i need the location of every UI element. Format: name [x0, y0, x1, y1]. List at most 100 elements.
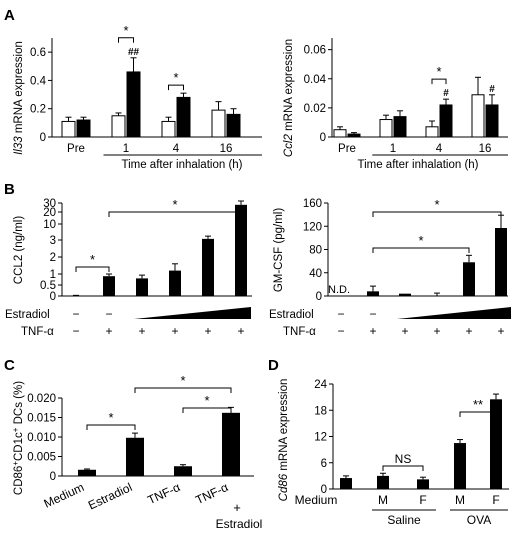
- B2-tnf-sign: −: [337, 324, 344, 338]
- D-bracket: [459, 411, 497, 417]
- b2-plot: 0 40 80 120 160 − + + + + + − − N.D. * *: [303, 197, 511, 338]
- A1-bar: [111, 115, 126, 138]
- B2-bracket: [372, 247, 470, 253]
- A2-x-tick-label: 1: [390, 143, 396, 155]
- A1-y-tick-label: 0: [40, 132, 46, 144]
- A2-bar: [347, 133, 361, 138]
- B2-y-tick-label: 80: [309, 245, 322, 257]
- D-bracket-label: **: [473, 397, 483, 412]
- A1-y-tick-label: 0.2: [30, 104, 46, 116]
- B2-estradiol-ramp: [397, 307, 511, 319]
- C-y-tick-label: 0: [50, 471, 56, 483]
- A2-x-tick-label: Pre: [338, 143, 356, 155]
- D-x-tick-label: Medium: [295, 493, 338, 507]
- A2-y-tick-label: 0.06: [304, 45, 326, 57]
- b2-y-axis-label: GM-CSF (pg/ml): [273, 208, 285, 293]
- B1-y-tick-label: 0: [50, 291, 56, 303]
- B1-bracket-label: *: [90, 252, 95, 267]
- A2-bar: [439, 104, 453, 138]
- C-y-tick-label: 0.010: [27, 432, 56, 444]
- B1-tnf-sign: +: [237, 324, 244, 338]
- D-group-label: OVA: [467, 513, 491, 527]
- A1-bar: [226, 113, 241, 138]
- A1-bar: [61, 120, 76, 138]
- d-plot: 0 6 12 18 24 Medium M F M F Saline OVA NS **: [295, 379, 509, 527]
- A1-bracket: [168, 84, 184, 91]
- C-bracket: [134, 387, 232, 393]
- D-bar: [490, 399, 502, 489]
- B1-tnf-sign: +: [105, 324, 112, 338]
- a2-y-axis-label: Ccl2 mRNA expression: [283, 39, 295, 157]
- D-x-tick-label: F: [419, 493, 426, 507]
- D-y-tick-label: 24: [314, 379, 327, 391]
- B1-bar: [169, 270, 181, 296]
- a2-x-axis-label: Time after inhalation (h): [357, 159, 478, 171]
- B2-tnf-sign: +: [369, 324, 376, 338]
- B1-bar: [136, 278, 148, 296]
- chart-a2: Ccl2 mRNA expression Time after inhalati…: [283, 38, 508, 171]
- C-bar: [174, 466, 192, 476]
- A1-bracket: [118, 37, 134, 43]
- A1-x-tick-label: 4: [173, 143, 180, 155]
- B2-y-tick-label: 120: [303, 221, 322, 233]
- A2-bar: [485, 104, 499, 138]
- panel-label-a: A: [4, 7, 15, 24]
- a1-y-axis-label: Il33 mRNA expression: [13, 41, 25, 155]
- B2-bar: [399, 293, 411, 296]
- b2-tnf-label: TNF-α: [283, 326, 316, 338]
- D-bar: [340, 478, 352, 489]
- B2-y-tick-label: 160: [303, 198, 322, 210]
- A2-bar: [393, 116, 407, 138]
- A1-bar: [161, 120, 176, 138]
- C-x-tick-label: Medium: [42, 480, 87, 511]
- D-y-tick-label: 12: [314, 432, 327, 444]
- D-group-label: Saline: [387, 513, 421, 527]
- panel-label-d: D: [268, 357, 279, 374]
- C-x-tick-label: TNF-α: [193, 480, 230, 507]
- C-y-tick-label: 0.005: [27, 452, 56, 464]
- B1-bracket-label: *: [172, 197, 177, 212]
- A2-bar: [471, 94, 485, 138]
- d-y-axis-label: Cd86 mRNA expression: [278, 379, 290, 502]
- chart-c: CD86+CD1c+ DCs (%) 0 0.005 0.010 0.015 0.020…: [11, 373, 263, 531]
- B1-bar: [235, 204, 247, 296]
- C-bracket-label: *: [180, 373, 185, 388]
- B1-estradiol-sign: −: [105, 307, 112, 321]
- B2-tnf-sign: +: [497, 324, 504, 338]
- D-bracket: [382, 465, 424, 471]
- A1-bracket-label: *: [173, 70, 178, 85]
- C-y-tick-label: 0.020: [27, 393, 56, 405]
- B2-tnf-sign: +: [465, 324, 472, 338]
- A2-y-tick-label: 0: [320, 132, 326, 144]
- B2-estradiol-sign: −: [337, 307, 344, 321]
- B1-tnf-sign: −: [72, 324, 79, 338]
- B2-tnf-sign: +: [433, 324, 440, 338]
- A2-bar: [379, 119, 393, 138]
- C-bar: [222, 412, 240, 476]
- A2-significance-mark: #: [489, 84, 495, 95]
- C-bracket-label: *: [108, 410, 113, 425]
- C-bracket: [182, 407, 232, 413]
- B1-y-tick-label: 10: [43, 219, 56, 231]
- C-x-tick-plus: +: [233, 500, 241, 515]
- B1-estradiol-ramp: [134, 307, 251, 319]
- panel-label-c: C: [4, 357, 15, 374]
- b2-estradiol-label: Estradiol: [269, 309, 314, 321]
- A2-bracket-label: *: [436, 64, 441, 79]
- D-y-tick-label: 0: [321, 484, 327, 496]
- A2-bracket: [431, 78, 447, 85]
- B1-bar: [103, 276, 115, 296]
- D-bracket-label: NS: [395, 452, 412, 466]
- D-bar: [377, 475, 389, 489]
- B2-bar: [463, 262, 475, 296]
- A1-y-tick-label: 0.4: [30, 75, 47, 87]
- a1-x-axis-label: Time after inhalation (h): [121, 159, 242, 171]
- C-y-tick-label: 0.015: [27, 413, 56, 425]
- A1-bar: [126, 71, 141, 138]
- B1-y-tick-label: 20: [43, 207, 56, 219]
- B1-tnf-sign: +: [171, 324, 178, 338]
- panel-label-b: B: [4, 181, 15, 198]
